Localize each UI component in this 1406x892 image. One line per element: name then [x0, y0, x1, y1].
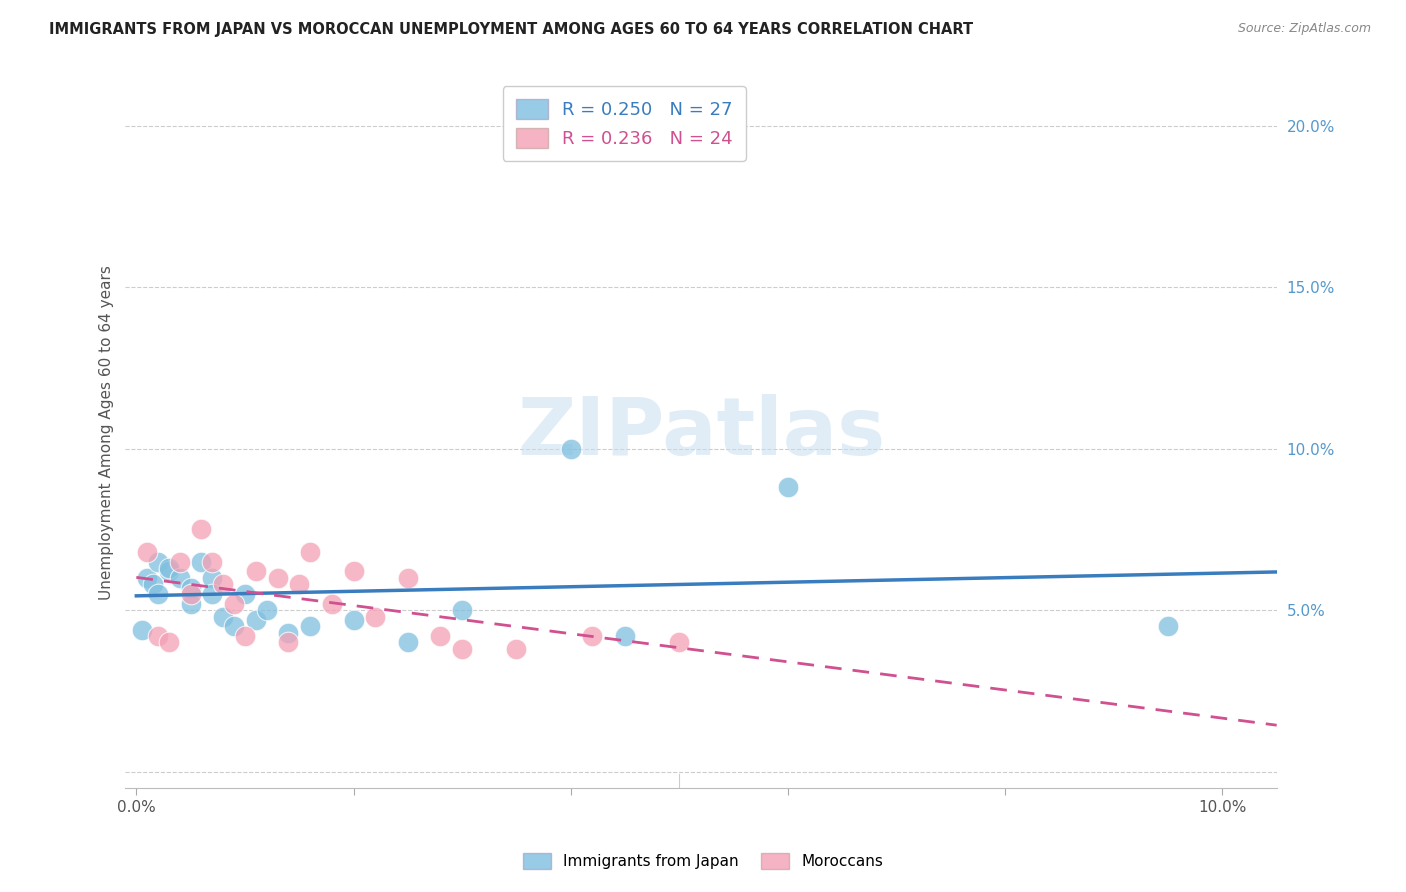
Point	[396, 635, 419, 649]
Point	[146, 555, 169, 569]
Point	[299, 619, 322, 633]
Point	[190, 523, 212, 537]
Point	[180, 581, 202, 595]
Point	[131, 623, 153, 637]
Point	[396, 571, 419, 585]
Point	[212, 577, 235, 591]
Point	[245, 613, 267, 627]
Point	[169, 571, 191, 585]
Point	[560, 442, 582, 456]
Point	[364, 609, 387, 624]
Point	[233, 587, 256, 601]
Point	[146, 587, 169, 601]
Point	[190, 555, 212, 569]
Point	[157, 635, 180, 649]
Legend: R = 0.250   N = 27, R = 0.236   N = 24: R = 0.250 N = 27, R = 0.236 N = 24	[503, 87, 745, 161]
Text: Source: ZipAtlas.com: Source: ZipAtlas.com	[1237, 22, 1371, 36]
Point	[142, 577, 165, 591]
Point	[451, 641, 474, 656]
Point	[321, 597, 343, 611]
Point	[256, 603, 278, 617]
Point	[157, 565, 180, 579]
Point	[288, 577, 311, 591]
Point	[233, 629, 256, 643]
Point	[429, 629, 451, 643]
Text: IMMIGRANTS FROM JAPAN VS MOROCCAN UNEMPLOYMENT AMONG AGES 60 TO 64 YEARS CORRELA: IMMIGRANTS FROM JAPAN VS MOROCCAN UNEMPL…	[49, 22, 973, 37]
Point	[157, 561, 180, 575]
Point	[266, 571, 288, 585]
Point	[201, 571, 224, 585]
Point	[136, 545, 159, 559]
Point	[222, 619, 245, 633]
Point	[1157, 619, 1180, 633]
Point	[136, 571, 159, 585]
Point	[581, 629, 603, 643]
Point	[342, 613, 364, 627]
Point	[212, 609, 235, 624]
Point	[451, 603, 474, 617]
Point	[277, 625, 299, 640]
Point	[201, 587, 224, 601]
Point	[614, 629, 637, 643]
Point	[668, 635, 690, 649]
Point	[180, 587, 202, 601]
Point	[146, 629, 169, 643]
Point	[169, 555, 191, 569]
Text: ZIPatlas: ZIPatlas	[517, 393, 886, 472]
Point	[245, 565, 267, 579]
Point	[342, 565, 364, 579]
Legend: Immigrants from Japan, Moroccans: Immigrants from Japan, Moroccans	[517, 847, 889, 875]
Point	[299, 545, 322, 559]
Point	[505, 641, 527, 656]
Point	[277, 635, 299, 649]
Point	[201, 555, 224, 569]
Point	[776, 481, 799, 495]
Point	[180, 597, 202, 611]
Y-axis label: Unemployment Among Ages 60 to 64 years: Unemployment Among Ages 60 to 64 years	[100, 265, 114, 600]
Point	[222, 597, 245, 611]
